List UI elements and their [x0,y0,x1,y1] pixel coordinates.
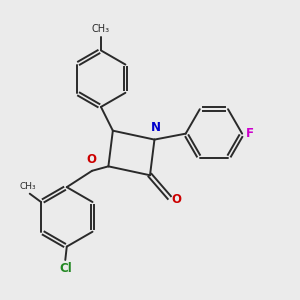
Text: CH₃: CH₃ [20,182,37,191]
Text: CH₃: CH₃ [92,24,110,34]
Text: F: F [246,127,254,140]
Text: Cl: Cl [59,262,72,275]
Text: O: O [86,153,96,166]
Text: N: N [151,121,161,134]
Text: O: O [172,193,182,206]
